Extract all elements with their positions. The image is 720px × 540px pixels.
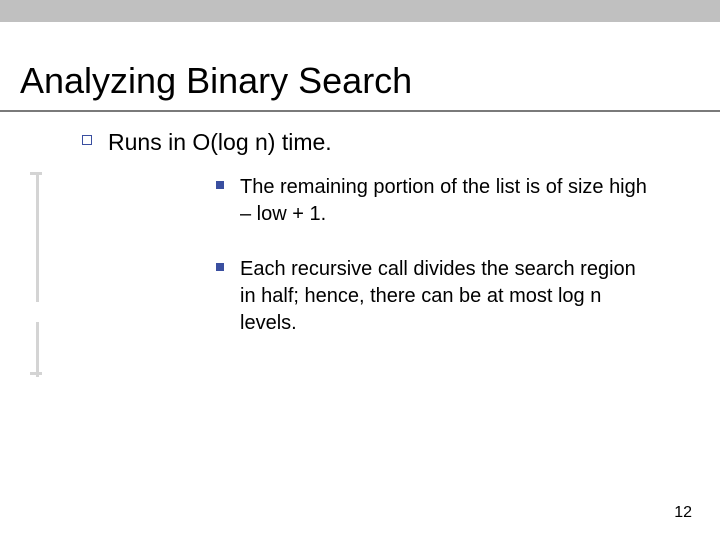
level2-text: Each recursive call divides the search r… [240,256,690,337]
slide-title: Analyzing Binary Search [0,22,720,112]
slide-content: Runs in O(log n) time. The remaining por… [0,128,720,337]
filled-square-bullet-icon [216,263,224,271]
page-number: 12 [674,504,692,522]
left-accent-line [36,172,39,302]
left-accent-line [36,322,39,377]
window-top-bar [0,0,720,22]
slide-body: Analyzing Binary Search Runs in O(log n)… [0,22,720,540]
hollow-square-bullet-icon [82,135,92,145]
bullet-level2: The remaining portion of the list is of … [108,174,690,228]
level2-text: The remaining portion of the list is of … [240,174,690,228]
left-accent-notch [30,372,42,375]
left-accent-notch [30,172,42,175]
bullet-level1: Runs in O(log n) time. The remaining por… [30,128,690,337]
bullet-level2: Each recursive call divides the search r… [108,256,690,337]
level1-text: Runs in O(log n) time. [108,128,690,158]
filled-square-bullet-icon [216,181,224,189]
